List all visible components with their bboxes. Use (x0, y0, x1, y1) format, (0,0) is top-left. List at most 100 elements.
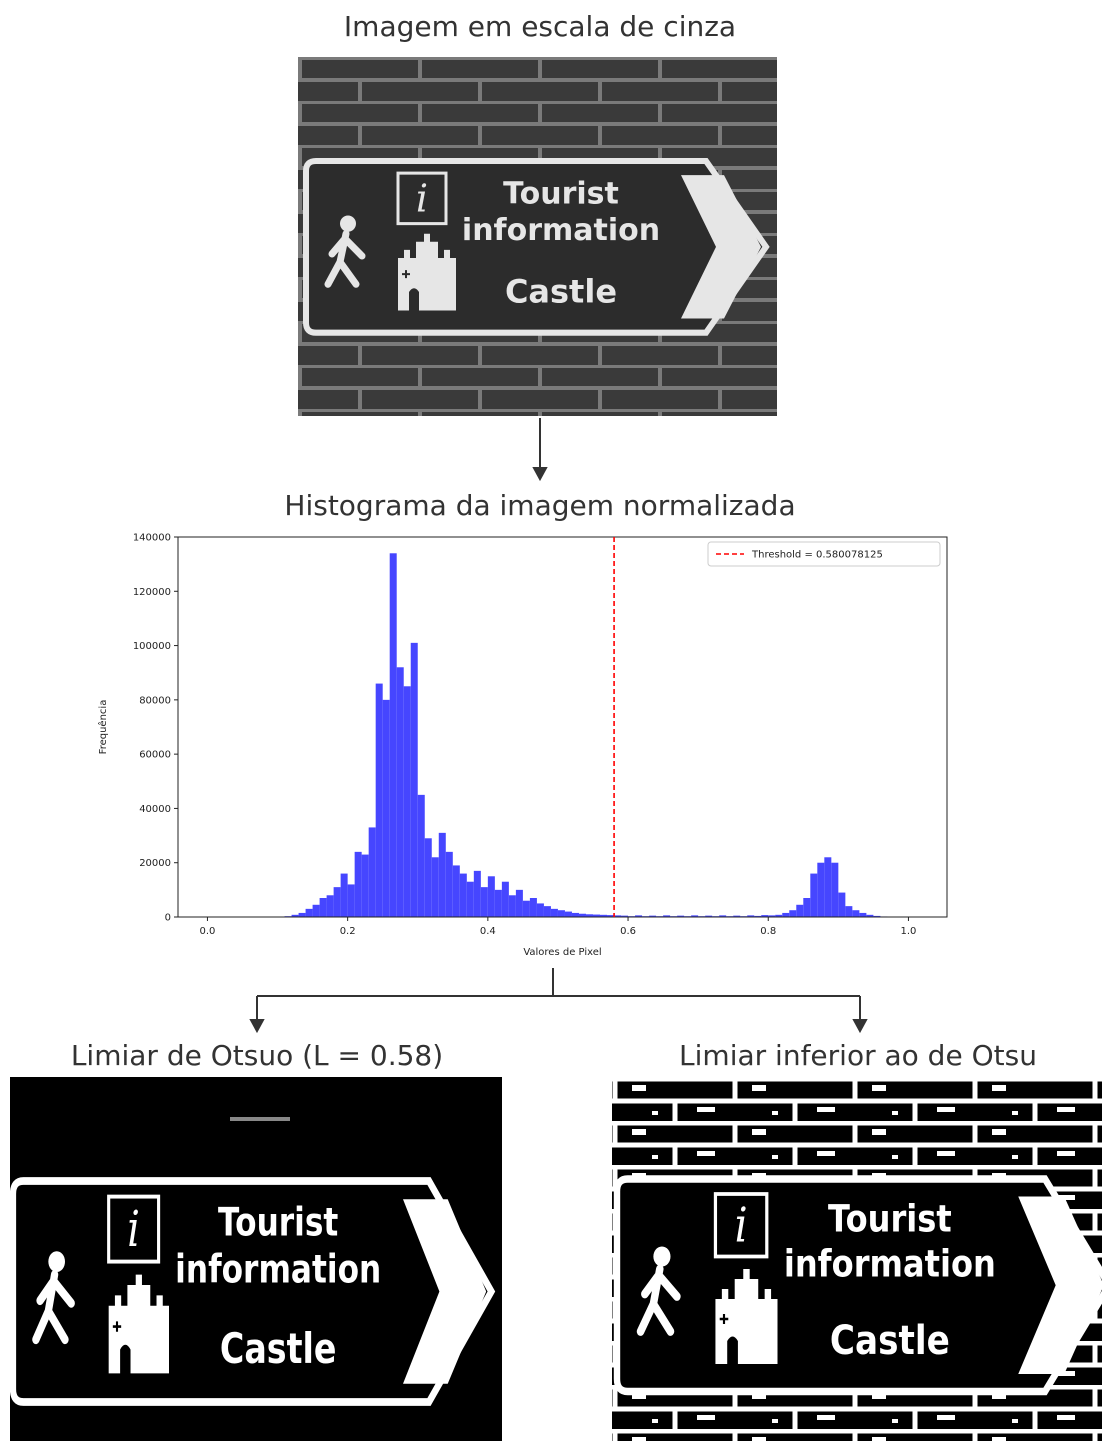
bar (551, 909, 558, 917)
bar (523, 901, 530, 917)
bar (789, 910, 796, 917)
bar (404, 686, 411, 917)
bar (810, 874, 817, 917)
bar (859, 913, 866, 917)
bar (383, 700, 390, 917)
y-tick-label: 0 (165, 913, 171, 924)
bar (334, 887, 341, 917)
bar (425, 838, 432, 917)
bar (572, 913, 579, 917)
bar (544, 906, 551, 917)
bar (845, 906, 852, 917)
legend-label: Threshold = 0.580078125 (751, 550, 883, 561)
bar (831, 863, 838, 917)
bar (418, 795, 425, 917)
sign-text: information (462, 213, 660, 248)
bar (502, 882, 509, 917)
bar (355, 852, 362, 917)
image-title: Imagem em escala de cinza (344, 10, 736, 43)
bar (453, 865, 460, 917)
bar (824, 857, 831, 917)
info-letter: i (735, 1199, 748, 1254)
bar (817, 863, 824, 917)
info-letter: i (127, 1200, 140, 1259)
bar (481, 887, 488, 917)
bar (803, 898, 810, 917)
bar (439, 833, 446, 917)
bar (467, 882, 474, 917)
pedestrian-head (48, 1251, 65, 1272)
bar (565, 912, 572, 917)
bar (796, 905, 803, 917)
bar (306, 909, 313, 917)
image-title: Limiar inferior ao de Otsu (679, 1039, 1037, 1072)
pedestrian-head (653, 1247, 670, 1267)
y-axis-label: Frequência (97, 700, 109, 755)
x-tick-label: 0.0 (199, 926, 215, 937)
bar (474, 871, 481, 917)
sign-text: Tourist (218, 1200, 338, 1245)
connector (534, 418, 546, 479)
bar (411, 643, 418, 917)
bar (558, 910, 565, 917)
bar (530, 898, 537, 917)
x-tick-label: 0.2 (340, 926, 356, 937)
bar (362, 855, 369, 917)
bar (341, 874, 348, 917)
bar (516, 890, 523, 917)
bar (446, 852, 453, 917)
y-tick-label: 20000 (139, 858, 171, 869)
noise (230, 1117, 290, 1121)
info-letter: i (416, 177, 428, 221)
bar (537, 903, 544, 917)
bar (320, 898, 327, 917)
bar (488, 876, 495, 917)
plot-frame (178, 537, 947, 917)
connector (251, 968, 866, 1031)
bar (376, 684, 383, 917)
sign: i Touristinformation Castle (617, 1179, 1102, 1392)
sign-text: Castle (830, 1316, 950, 1363)
x-tick-label: 1.0 (900, 926, 916, 937)
y-tick-label: 40000 (139, 804, 171, 815)
bar (432, 857, 439, 917)
bar (348, 884, 355, 917)
image-title: Limiar de Otsuo (L = 0.58) (71, 1039, 443, 1072)
x-tick-label: 0.4 (480, 926, 496, 937)
x-tick-label: 0.6 (620, 926, 636, 937)
bar (460, 874, 467, 917)
bar (838, 893, 845, 917)
bar (327, 895, 334, 917)
bar (495, 890, 502, 917)
bar (397, 667, 404, 917)
sign-text: information (175, 1247, 381, 1292)
y-tick-label: 60000 (139, 750, 171, 761)
y-tick-label: 140000 (133, 533, 171, 544)
figure: Imagem em escala de cinza iTouristinform… (0, 0, 1102, 1441)
sign-text: information (784, 1243, 996, 1286)
sign-text: Tourist (503, 176, 619, 211)
histogram: 0 20000 40000 60000 80000 100000 120000 140000 0… (97, 533, 947, 959)
bar (852, 910, 859, 917)
y-tick-label: 100000 (133, 641, 171, 652)
sign-text: Castle (505, 272, 617, 310)
sign-text: Castle (220, 1324, 337, 1373)
x-axis-label: Valores de Pixel (523, 947, 601, 958)
bar (299, 913, 306, 917)
bar (782, 913, 789, 917)
sign-text: Tourist (828, 1198, 952, 1241)
bar (313, 905, 320, 917)
y-tick-label: 120000 (133, 587, 171, 598)
chart-title: Histograma da imagem normalizada (284, 489, 795, 522)
bar (509, 895, 516, 917)
pedestrian-head (340, 216, 356, 232)
sign: i Touristinformation Castle (13, 1181, 491, 1402)
bar (390, 553, 397, 917)
bar (369, 827, 376, 917)
x-tick-label: 0.8 (760, 926, 776, 937)
y-tick-label: 80000 (139, 695, 171, 706)
